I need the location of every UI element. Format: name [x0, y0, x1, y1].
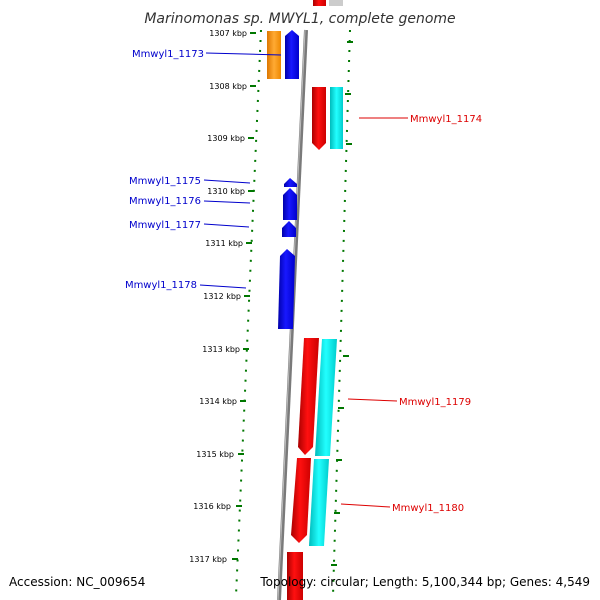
- gene-arrow-mmwyl1-1173[interactable]: [285, 30, 299, 79]
- kbp-tick: [232, 558, 238, 560]
- kbp-label: 1314 kbp: [199, 397, 237, 406]
- cyan-feature: [330, 87, 343, 149]
- gene-label-lines: [199, 52, 408, 508]
- leader-line: [205, 52, 282, 56]
- leader-line: [199, 284, 247, 289]
- gene-arrow-mmwyl1-1180[interactable]: [291, 458, 311, 543]
- cyan-feature: [309, 459, 329, 546]
- top-grey-feature: [329, 0, 343, 6]
- kbp-label: 1311 kbp: [205, 239, 243, 248]
- leader-line: [203, 223, 250, 228]
- kbp-label: 1317 kbp: [189, 555, 227, 564]
- gene-arrow-mmwyl1-1179[interactable]: [298, 338, 319, 455]
- kbp-tick: [240, 400, 246, 402]
- outer-tick: [345, 93, 351, 95]
- gene-label[interactable]: Mmwyl1_1178: [125, 280, 197, 291]
- inner-tick-rail: [235, 29, 262, 597]
- kbp-label: 1310 kbp: [207, 187, 245, 196]
- kbp-label: 1312 kbp: [203, 292, 241, 301]
- forward-features: [267, 30, 299, 329]
- gene-arrow-mmwyl1-1177[interactable]: [282, 221, 296, 237]
- outer-tick: [336, 459, 342, 461]
- leader-line: [340, 503, 391, 508]
- cyan-feature: [315, 339, 337, 456]
- gene-label[interactable]: Mmwyl1_1173: [132, 49, 204, 60]
- kbp-tick: [244, 295, 250, 297]
- outer-tick: [338, 407, 344, 409]
- kbp-label: 1307 kbp: [209, 29, 247, 38]
- reverse-features: [287, 87, 343, 600]
- outer-tick: [346, 143, 352, 145]
- gene-label[interactable]: Mmwyl1_1180: [392, 503, 464, 514]
- gene-label[interactable]: Mmwyl1_1179: [399, 397, 471, 408]
- leader-line: [203, 200, 251, 204]
- kbp-label: 1308 kbp: [209, 82, 247, 91]
- kbp-tick: [248, 190, 254, 192]
- top-red-feature: [313, 0, 326, 6]
- kbp-label: 1315 kbp: [196, 450, 234, 459]
- kbp-tick: [248, 137, 254, 139]
- kbp-tick: [236, 505, 242, 507]
- gene-arrow-mmwyl1-1174[interactable]: [312, 87, 326, 150]
- gene-labels: Mmwyl1_1173 Mmwyl1_1174 Mmwyl1_1175 Mmwy…: [125, 49, 482, 514]
- map-title: Marinomonas sp. MWYL1, complete genome: [144, 11, 455, 27]
- genome-summary-text: Topology: circular; Length: 5,100,344 bp…: [259, 575, 590, 589]
- outer-tick: [331, 564, 337, 566]
- kbp-label: 1313 kbp: [202, 345, 240, 354]
- outer-tick-rail: [332, 29, 351, 597]
- outer-tick: [334, 512, 340, 514]
- gene-label[interactable]: Mmwyl1_1174: [410, 114, 482, 125]
- bottom-red-feature: [287, 552, 303, 600]
- gene-label[interactable]: Mmwyl1_1177: [129, 220, 201, 231]
- gene-arrow-mmwyl1-1176[interactable]: [283, 188, 297, 220]
- gene-label[interactable]: Mmwyl1_1175: [129, 176, 201, 187]
- gene-label[interactable]: Mmwyl1_1176: [129, 196, 201, 207]
- kbp-tick: [238, 453, 244, 455]
- outer-tick: [347, 41, 353, 43]
- kbp-scale: 1307 kbp 1308 kbp 1309 kbp 1310 kbp 1311…: [189, 29, 256, 564]
- outer-tick: [343, 355, 349, 357]
- kbp-label: 1316 kbp: [193, 502, 231, 511]
- kbp-tick: [243, 348, 249, 350]
- leader-line: [347, 398, 398, 402]
- gene-arrow-mmwyl1-1175[interactable]: [284, 178, 297, 187]
- gene-arrow-mmwyl1-1178[interactable]: [278, 249, 295, 329]
- outer-ticks: [331, 41, 353, 566]
- kbp-label: 1309 kbp: [207, 134, 245, 143]
- kbp-tick: [250, 32, 256, 34]
- kbp-tick: [250, 85, 256, 87]
- accession-text: Accession: NC_009654: [9, 575, 145, 589]
- leader-line: [203, 179, 251, 184]
- kbp-tick: [246, 242, 252, 244]
